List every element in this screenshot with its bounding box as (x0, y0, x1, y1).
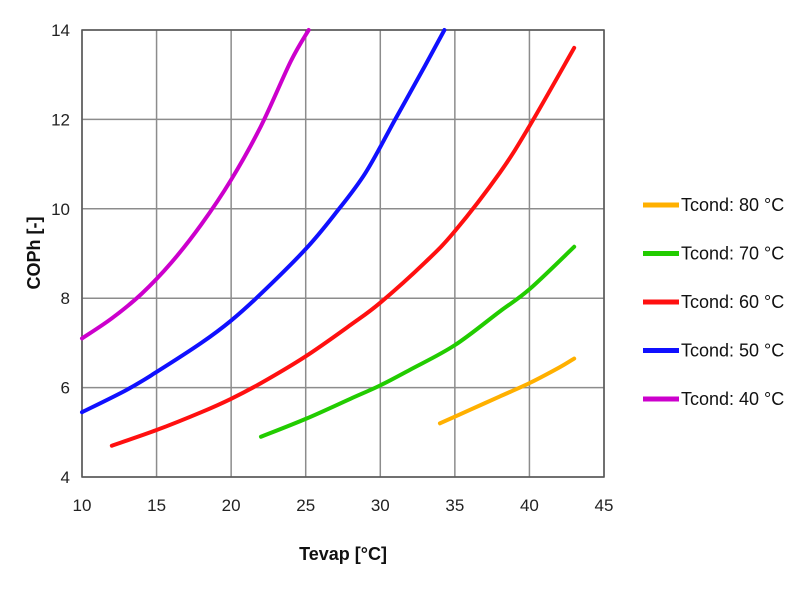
legend-label-tcond-40-c: Tcond: 40 °C (681, 389, 784, 409)
y-tick-label-8: 8 (61, 289, 70, 308)
y-tick-label-4: 4 (61, 468, 70, 487)
x-tick-label-15: 15 (147, 496, 166, 515)
x-tick-label-40: 40 (520, 496, 539, 515)
x-tick-labels: 10 15 20 25 30 35 40 45 (73, 496, 614, 515)
series-line-tcond-80-c (437, 356, 577, 426)
x-axis-label: Tevap [°C] (299, 544, 387, 564)
y-tick-label-12: 12 (51, 110, 70, 129)
plot-area-frame (81, 29, 605, 478)
x-tick-label-30: 30 (371, 496, 390, 515)
grid-lines (81, 29, 605, 478)
x-tick-label-35: 35 (445, 496, 464, 515)
legend-label-tcond-60-c: Tcond: 60 °C (681, 292, 784, 312)
series-line-tcond-50-c (80, 28, 447, 415)
y-axis-label: COPh [-] (24, 217, 44, 290)
y-tick-labels: 4 6 8 10 12 14 (51, 21, 70, 487)
series-lines (80, 28, 577, 448)
legend: Tcond: 80 °C Tcond: 70 °C Tcond: 60 °C Tcon… (643, 195, 784, 409)
series-line-tcond-40-c (80, 28, 311, 341)
y-tick-label-10: 10 (51, 200, 70, 219)
y-tick-label-14: 14 (51, 21, 70, 40)
legend-label-tcond-70-c: Tcond: 70 °C (681, 244, 784, 264)
legend-label-tcond-80-c: Tcond: 80 °C (681, 195, 784, 215)
series-line-tcond-60-c (109, 45, 577, 448)
series-line-tcond-70-c (258, 244, 577, 439)
x-tick-label-10: 10 (73, 496, 92, 515)
x-tick-label-45: 45 (595, 496, 614, 515)
x-tick-label-20: 20 (222, 496, 241, 515)
x-tick-label-25: 25 (296, 496, 315, 515)
legend-label-tcond-50-c: Tcond: 50 °C (681, 341, 784, 361)
y-tick-label-6: 6 (61, 379, 70, 398)
